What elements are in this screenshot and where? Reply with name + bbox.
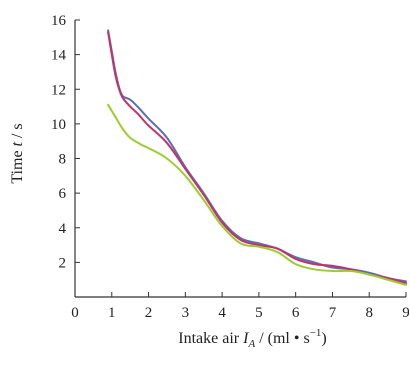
y-tick-label: 16 — [51, 13, 67, 29]
y-tick-label: 4 — [59, 221, 67, 237]
x-tick-label: 8 — [365, 305, 373, 321]
x-tick-label: 3 — [182, 305, 190, 321]
x-tick-label: 4 — [218, 305, 226, 321]
y-tick-label: 14 — [51, 48, 67, 64]
x-tick-label: 7 — [329, 305, 337, 321]
x-axis-label-prefix: Intake air — [178, 330, 243, 347]
series-line-3 — [107, 103, 407, 286]
y-tick-label: 10 — [51, 117, 66, 133]
x-tick-label: 2 — [145, 305, 153, 321]
x-tick-label: 6 — [292, 305, 300, 321]
y-axis-label-prefix: Time — [9, 146, 26, 183]
axes — [74, 20, 406, 298]
x-axis-label-unit: / (ml • s — [255, 330, 310, 347]
x-axis-label-subscript: A — [247, 338, 255, 350]
x-axis-label-symbol: I — [242, 330, 249, 347]
x-tick-label: 0 — [71, 305, 79, 321]
y-axis-label: Time t / s — [9, 123, 26, 183]
x-tick-label: 9 — [402, 305, 410, 321]
y-axis-label-unit: / s — [9, 123, 26, 142]
y-tick-label: 2 — [59, 255, 67, 271]
x-tick-label: 1 — [108, 305, 116, 321]
x-axis-label-exponent: −1 — [310, 327, 322, 339]
series-line-2 — [107, 31, 407, 285]
y-axis-label-symbol: t — [9, 141, 26, 146]
y-tick-label: 8 — [59, 152, 67, 168]
series-lines — [107, 29, 407, 286]
x-tick-label: 5 — [255, 305, 263, 321]
x-axis-label-close: ) — [321, 330, 326, 347]
y-tick-label: 12 — [51, 82, 66, 98]
y-tick-label: 6 — [59, 186, 67, 202]
x-axis-label: Intake air IA / (ml • s−1) — [178, 327, 326, 350]
